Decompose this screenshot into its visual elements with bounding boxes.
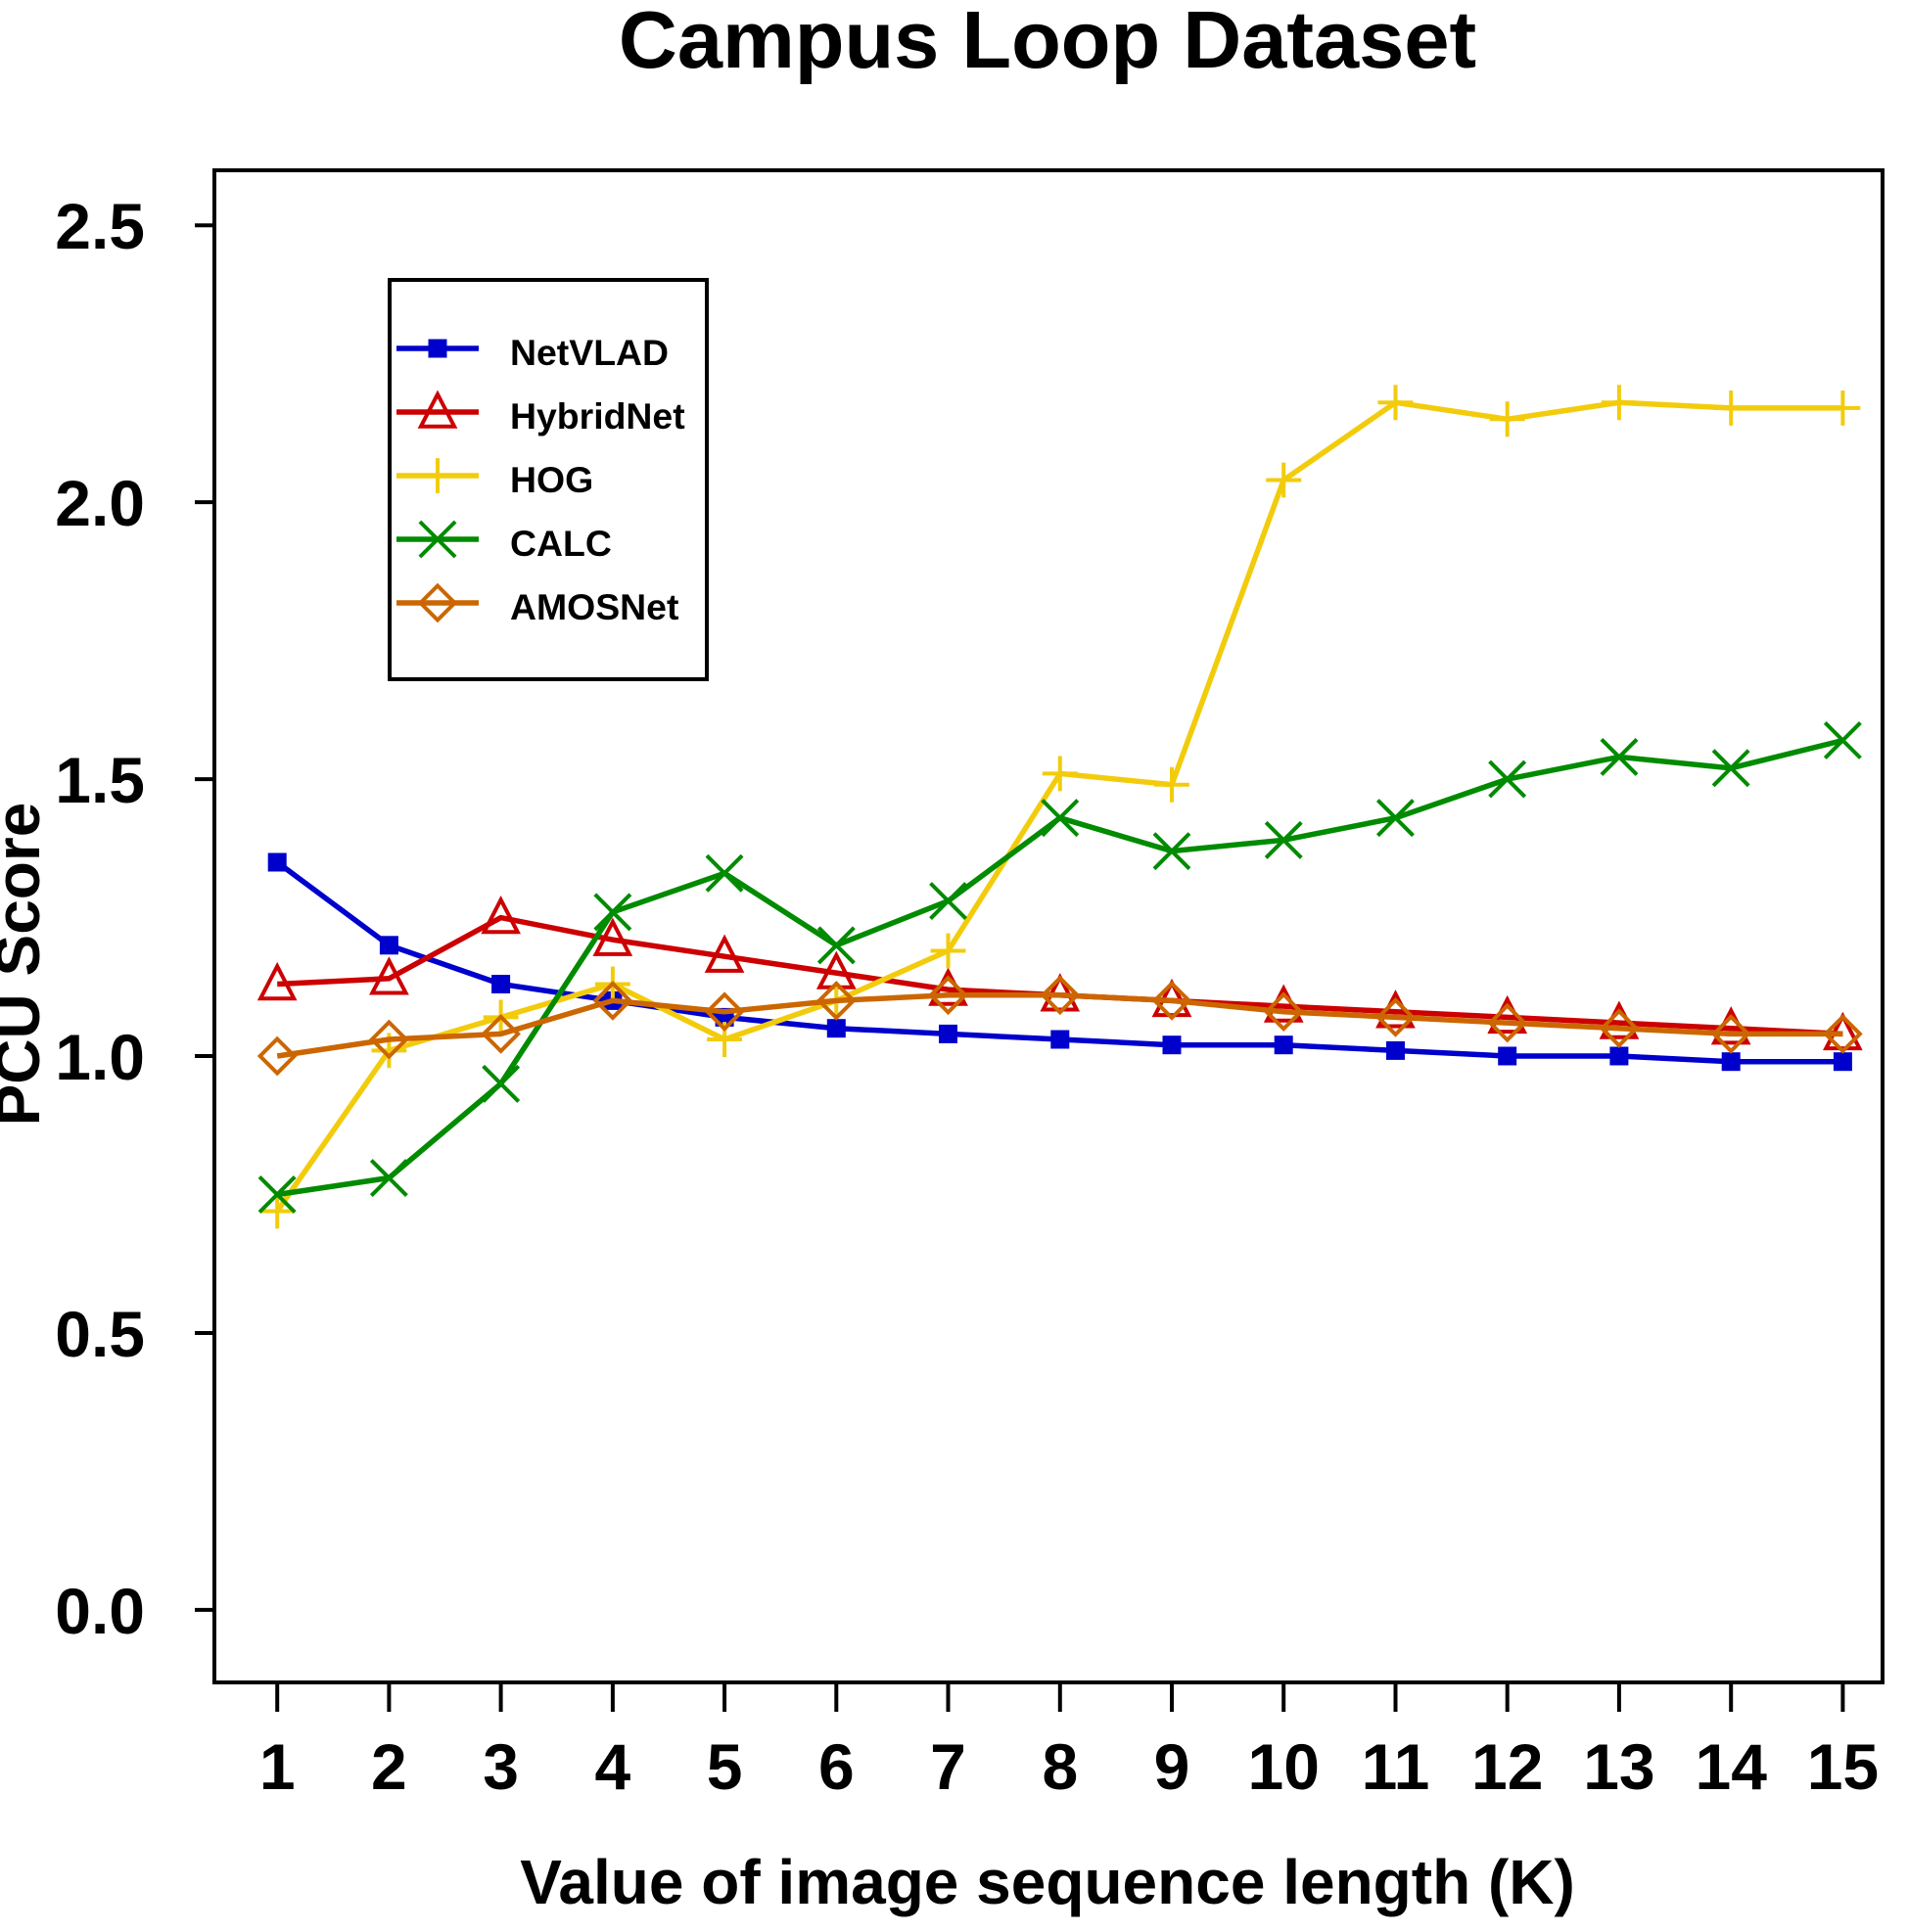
svg-text:Value of image sequence length: Value of image sequence length (K) (520, 1847, 1575, 1917)
svg-text:12: 12 (1471, 1730, 1543, 1803)
svg-text:9: 9 (1154, 1730, 1190, 1803)
svg-text:13: 13 (1583, 1730, 1654, 1803)
svg-text:10: 10 (1247, 1730, 1319, 1803)
svg-text:5: 5 (707, 1730, 743, 1803)
svg-text:2: 2 (371, 1730, 407, 1803)
svg-text:CALC: CALC (510, 523, 612, 564)
svg-text:11: 11 (1362, 1730, 1430, 1803)
svg-text:1: 1 (259, 1730, 296, 1803)
svg-text:8: 8 (1042, 1730, 1078, 1803)
svg-text:14: 14 (1695, 1730, 1767, 1803)
svg-text:1.5: 1.5 (55, 744, 145, 816)
svg-text:4: 4 (595, 1730, 631, 1803)
svg-text:HOG: HOG (510, 459, 593, 500)
svg-text:7: 7 (930, 1730, 966, 1803)
svg-text:PCU Score: PCU Score (0, 803, 53, 1127)
svg-text:Campus Loop Dataset: Campus Loop Dataset (619, 0, 1476, 85)
svg-text:3: 3 (483, 1730, 519, 1803)
svg-text:AMOSNet: AMOSNet (510, 586, 678, 627)
svg-text:15: 15 (1807, 1730, 1879, 1803)
svg-text:6: 6 (818, 1730, 855, 1803)
svg-text:HybridNet: HybridNet (510, 395, 685, 437)
svg-text:0.0: 0.0 (55, 1575, 145, 1647)
svg-text:2.5: 2.5 (55, 190, 145, 262)
svg-text:1.0: 1.0 (55, 1021, 145, 1093)
svg-text:NetVLAD: NetVLAD (510, 332, 669, 373)
svg-text:2.0: 2.0 (55, 467, 145, 539)
svg-text:0.5: 0.5 (55, 1298, 145, 1370)
